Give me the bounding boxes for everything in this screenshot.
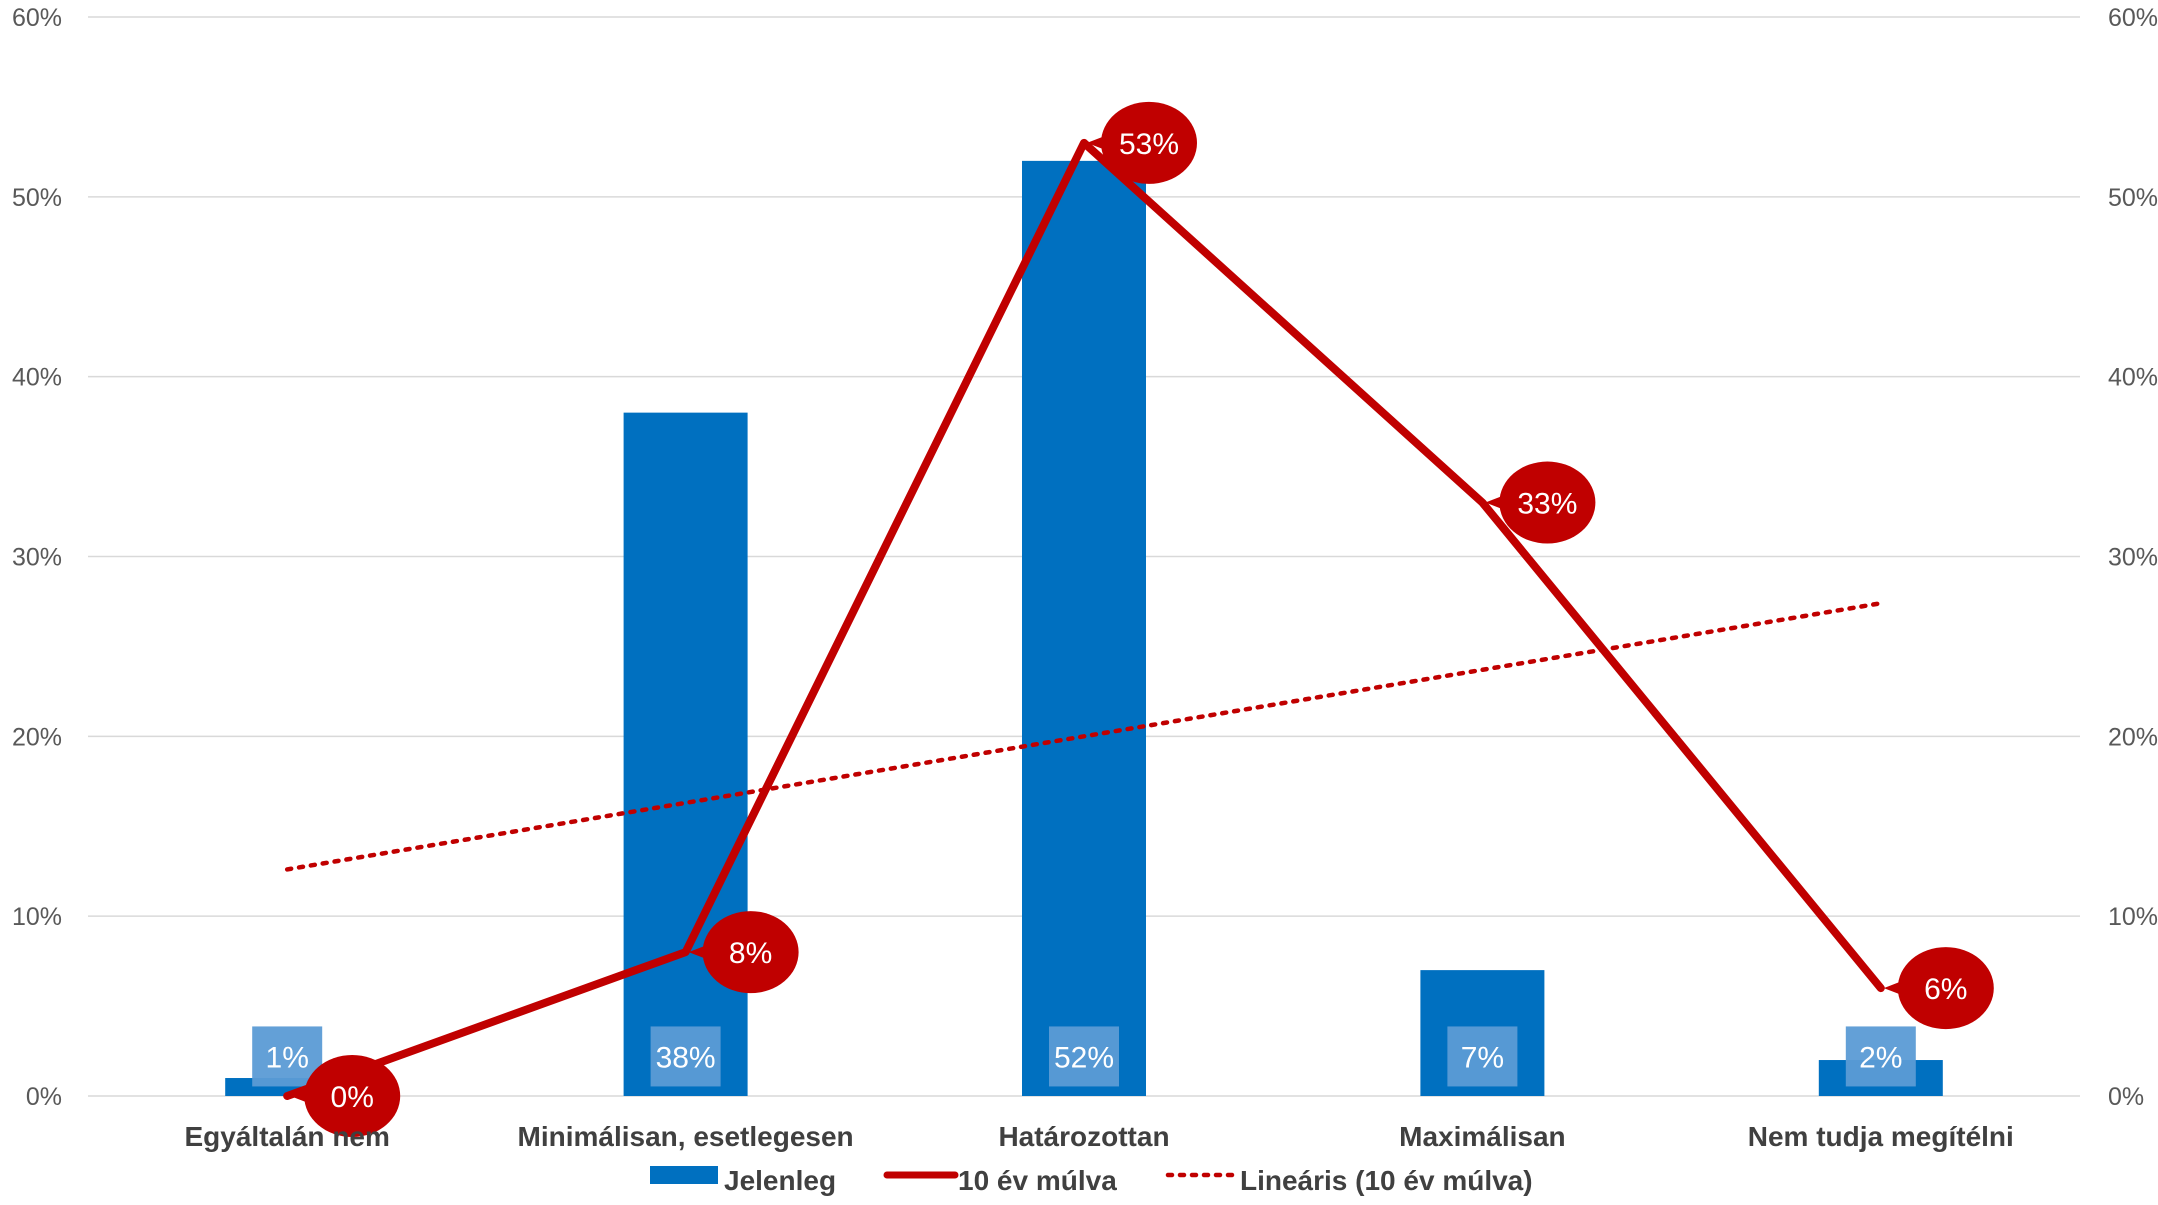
- legend-item-10-ev: 10 év múlva: [883, 1165, 1117, 1196]
- bar-label-box: [1845, 1026, 1916, 1087]
- y-tick-label: 0%: [26, 1083, 62, 1111]
- category-label: Minimálisan, esetlegesen: [518, 1121, 854, 1152]
- line-label-bubble: [1897, 947, 1994, 1030]
- bar-label-text: 52%: [1054, 1041, 1114, 1074]
- bar-label: 7%: [1447, 1026, 1518, 1087]
- bar-series: [225, 160, 1943, 1097]
- line-label-text: 33%: [1517, 488, 1577, 521]
- y-tick-label: 60%: [12, 4, 62, 32]
- legend-item-jelenleg: Jelenleg: [650, 1165, 836, 1196]
- bar-label-text: 7%: [1461, 1041, 1504, 1074]
- trendline: [284, 601, 1884, 872]
- bar-label-text: 38%: [656, 1041, 716, 1074]
- line-data-labels: 0% 8% 53% 33% 6%: [290, 101, 1994, 1137]
- y-tick-label: 30%: [12, 544, 62, 572]
- line-label-text: 6%: [1924, 973, 1967, 1006]
- bar: [1022, 160, 1146, 1096]
- category-label: Egyáltalán nem: [184, 1121, 389, 1152]
- y-tick-label: 10%: [12, 903, 62, 931]
- line-label: 6%: [1883, 947, 1994, 1030]
- line-path: [283, 138, 1885, 1100]
- y2-tick-label: 0%: [2108, 1083, 2144, 1111]
- line-label-text: 8%: [729, 937, 772, 970]
- line-label-bubble: [304, 1055, 401, 1137]
- bar-label-box: [650, 1026, 721, 1087]
- line-label-text: 0%: [331, 1081, 374, 1114]
- y2-tick-label: 10%: [2108, 903, 2158, 931]
- legend-swatch-bar: [650, 1166, 718, 1184]
- line-label-bubble: [702, 911, 799, 994]
- y-tick-label: 20%: [12, 723, 62, 751]
- legend-item-linearis: Lineáris (10 év múlva): [1165, 1165, 1533, 1196]
- legend-label: Lineáris (10 év múlva): [1240, 1165, 1533, 1196]
- y2-tick-label: 40%: [2108, 364, 2158, 392]
- category-label: Nem tudja megítélni: [1748, 1121, 2014, 1152]
- line-label: 8%: [688, 911, 799, 994]
- y2-tick-label: 20%: [2108, 723, 2158, 751]
- y2-tick-label: 60%: [2108, 4, 2158, 32]
- category-label: Maximálisan: [1399, 1121, 1566, 1152]
- bar-label-box: [1447, 1026, 1518, 1087]
- legend-label: 10 év múlva: [958, 1165, 1117, 1196]
- line-label: 33%: [1485, 461, 1596, 544]
- bar-label-text: 2%: [1859, 1041, 1902, 1074]
- line-label-text: 53%: [1119, 128, 1179, 161]
- y2-tick-label: 50%: [2108, 184, 2158, 212]
- line-label: 53%: [1087, 101, 1197, 184]
- bar-label: 52%: [1049, 1026, 1119, 1087]
- line-label: 0%: [290, 1055, 401, 1137]
- bar: [623, 412, 748, 1097]
- bar-label-box: [1049, 1026, 1119, 1087]
- y-axis-left: 0% 10% 20% 30% 40% 50% 60%: [12, 4, 62, 1111]
- category-label: Határozottan: [998, 1121, 1169, 1152]
- line-series: [283, 138, 1885, 1100]
- bar-label: 38%: [650, 1026, 721, 1087]
- y-tick-label: 40%: [12, 364, 62, 392]
- bar-data-labels: 1% 38% 52% 7% 2%: [252, 1026, 1916, 1087]
- bar-label-text: 1%: [266, 1041, 309, 1074]
- trendline-path: [284, 601, 1884, 872]
- bar-label: 2%: [1845, 1026, 1916, 1087]
- y-axis-right: 0% 10% 20% 30% 40% 50% 60%: [2108, 4, 2158, 1111]
- y2-tick-label: 30%: [2108, 544, 2158, 572]
- line-label-bubble: [1499, 461, 1596, 544]
- x-axis-categories: Egyáltalán nem Minimálisan, esetlegesen Ha…: [184, 1121, 2013, 1152]
- line-label-bubble: [1101, 101, 1197, 184]
- legend: Jelenleg 10 év múlva Lineáris (10 év múlva…: [650, 1165, 1533, 1196]
- legend-label: Jelenleg: [724, 1165, 836, 1196]
- y-tick-label: 50%: [12, 184, 62, 212]
